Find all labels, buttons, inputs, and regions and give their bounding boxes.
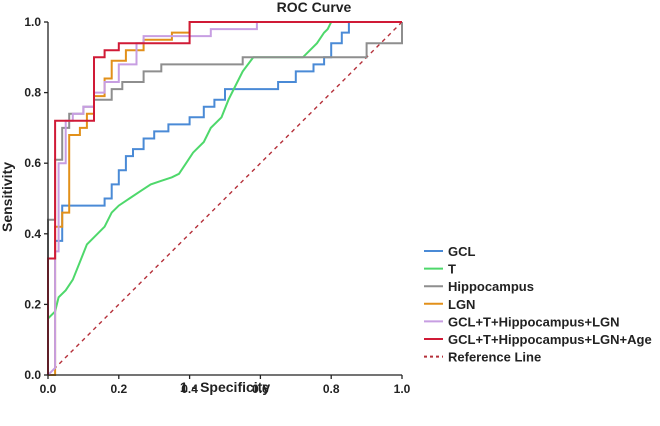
x-axis-title: 1 - Specificity <box>180 379 270 395</box>
y-tick-label: 0.8 <box>24 86 41 100</box>
x-tick-label: 1.0 <box>394 382 411 396</box>
y-tick-label: 1.0 <box>24 15 41 29</box>
series-line-hippocampus <box>47 22 403 375</box>
y-tick-label: 0.0 <box>24 368 41 382</box>
x-ticks: 0.0 0.2 0.4 0.6 0.8 1.0 <box>40 375 411 396</box>
series-line-lgn <box>48 21 402 376</box>
series-line-t <box>47 21 402 375</box>
x-tick-label: 0.4 <box>181 382 198 396</box>
y-tick-label: 0.4 <box>24 227 41 241</box>
series-line-reference-line <box>47 21 403 376</box>
y-ticks: 0.0 0.2 0.4 0.6 0.8 1.0 <box>24 15 48 382</box>
y-axis-title: Sensitivity <box>0 162 15 232</box>
series-line-gcl-t-hippocampus-lgn <box>47 21 402 376</box>
legend-label: GCL+T+Hippocampus+LGN <box>448 314 620 329</box>
legend-label: T <box>448 262 456 277</box>
x-tick-label: 0.6 <box>252 382 269 396</box>
legend-label: GCL <box>448 244 476 259</box>
legend-label: LGN <box>448 297 475 312</box>
x-tick-label: 0.0 <box>40 382 57 396</box>
legend-label: Hippocampus <box>448 279 534 294</box>
x-tick-label: 0.8 <box>323 382 340 396</box>
legend-label: GCL+T+Hippocampus+LGN+Age <box>448 332 652 347</box>
chart-title: ROC Curve <box>277 0 352 15</box>
series-line-gcl-t-hippocampus-lgn-age <box>47 21 402 375</box>
legend-label: Reference Line <box>448 350 541 365</box>
series-line-gcl <box>47 21 402 375</box>
y-tick-label: 0.2 <box>24 297 41 311</box>
legend: GCL T Hippocampus LGN GCL+T+Hippocampus+LGN G… <box>424 244 652 365</box>
y-tick-label: 0.6 <box>24 156 41 170</box>
series-layer <box>47 21 403 376</box>
x-tick-label: 0.2 <box>110 382 127 396</box>
